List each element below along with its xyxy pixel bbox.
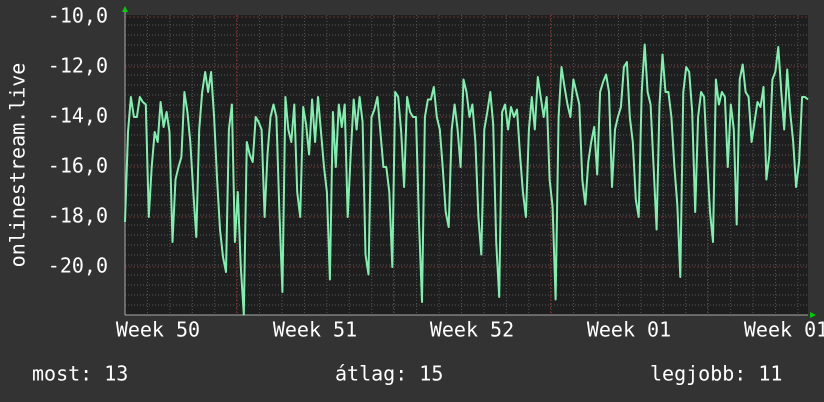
axis-arrow <box>122 6 128 12</box>
y-tick-label: -12,0 <box>48 54 108 78</box>
x-tick-label: Week 01 <box>744 318 824 342</box>
x-tick-label: Week 01 <box>587 318 671 342</box>
stat: átlag: 15 <box>335 362 443 386</box>
y-tick-label: -18,0 <box>48 204 108 228</box>
data-line <box>124 43 809 316</box>
y-tick-label: -16,0 <box>48 154 108 178</box>
x-tick-label: Week 52 <box>430 318 514 342</box>
y-tick-label: -20,0 <box>48 254 108 278</box>
x-tick-label: Week 50 <box>116 318 200 342</box>
axis-arrow <box>810 312 816 318</box>
y-axis-label: onlinestream.live <box>6 63 30 268</box>
stat: most: 13 <box>32 362 128 386</box>
y-tick-label: -10,0 <box>48 4 108 28</box>
x-tick-label: Week 51 <box>273 318 357 342</box>
y-tick-label: -14,0 <box>48 104 108 128</box>
stat: legjobb: 11 <box>650 362 782 386</box>
